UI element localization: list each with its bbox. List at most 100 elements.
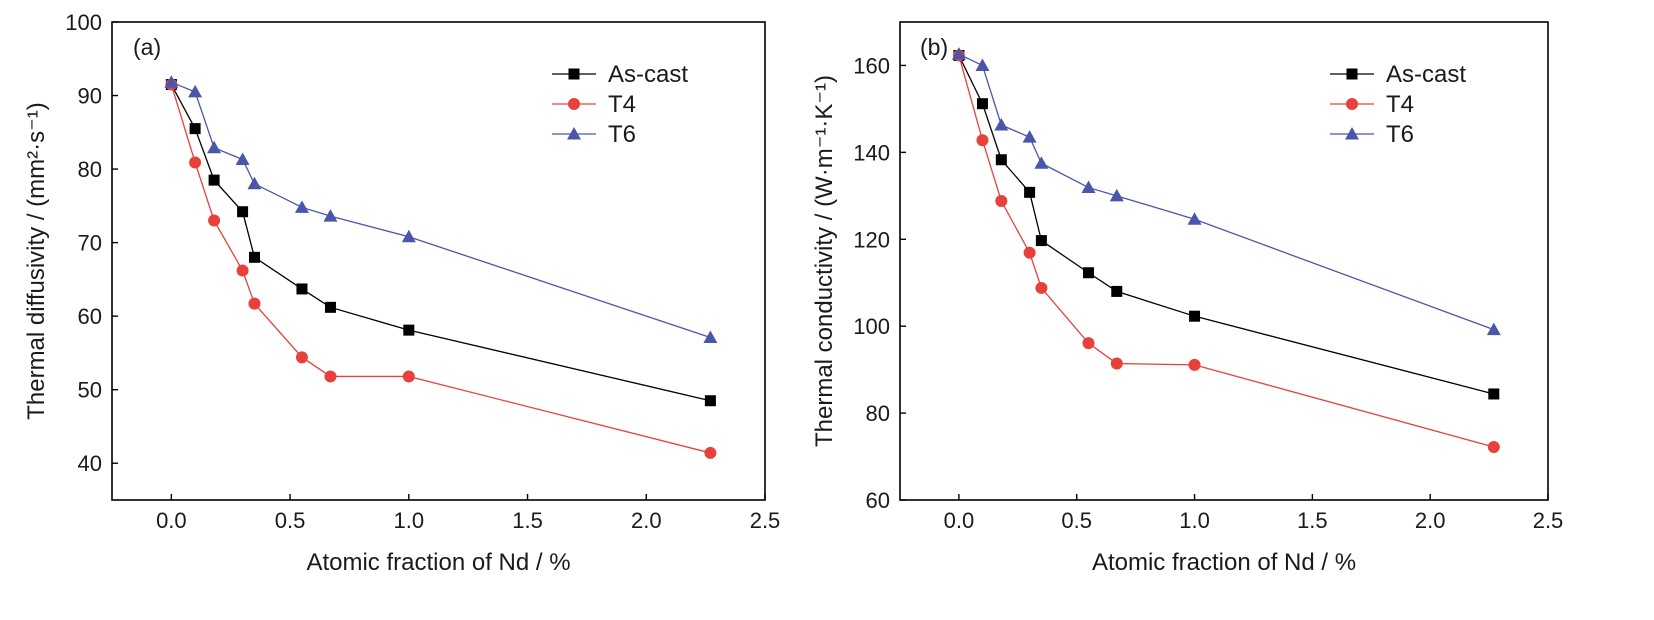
- x-axis-title: Atomic fraction of Nd / %: [306, 549, 570, 576]
- data-point: [1189, 310, 1201, 322]
- legend-entry: T6: [1330, 121, 1414, 148]
- data-point: [1023, 246, 1036, 259]
- x-tick-label: 0.5: [275, 508, 306, 533]
- data-point: [1109, 188, 1124, 202]
- data-point: [236, 264, 249, 277]
- x-tick-label: 0.5: [1061, 508, 1092, 533]
- x-tick-label: 2.5: [1533, 508, 1564, 533]
- x-tick-label: 0.0: [944, 508, 975, 533]
- legend-label: T4: [1386, 91, 1414, 118]
- panel-b-conductivity: 0.0 0.5 1.0 1.5 2.0 2.5 60 80 100 120 140 160 Atomic…: [811, 21, 1564, 576]
- y-tick-label: 90: [78, 84, 102, 109]
- legend-label: As-cast: [608, 61, 688, 88]
- data-point: [207, 140, 222, 154]
- legend-marker: [1345, 127, 1359, 140]
- legend-marker: [567, 127, 581, 140]
- y-tick-label: 80: [78, 157, 102, 182]
- legend-entry: As-cast: [1330, 61, 1466, 88]
- series-t4: [952, 49, 1500, 453]
- y-tick-label: 100: [853, 314, 890, 339]
- plot-frame: [899, 21, 1549, 501]
- data-point: [951, 47, 966, 60]
- data-point: [1487, 440, 1500, 453]
- x-tick-label: 1.5: [512, 508, 543, 533]
- series-t6: [951, 47, 1501, 336]
- y-tick-label: 60: [78, 304, 102, 329]
- data-point: [1024, 186, 1036, 198]
- legend-entry: T6: [552, 121, 636, 148]
- x-tick-label: 2.0: [1415, 508, 1446, 533]
- legend-label: T6: [1386, 121, 1414, 148]
- legend-marker: [568, 98, 580, 110]
- data-point: [248, 297, 261, 310]
- series-as-cast: [953, 49, 1500, 400]
- data-point: [401, 229, 416, 243]
- data-point: [704, 395, 716, 407]
- y-tick-label: 40: [78, 451, 102, 476]
- y-tick-label: 70: [78, 231, 102, 256]
- series-t6: [164, 75, 718, 343]
- data-point: [1111, 285, 1123, 297]
- data-point: [703, 330, 718, 343]
- x-tick-label: 0.0: [156, 508, 187, 533]
- y-tick-label: 120: [853, 227, 890, 252]
- x-tick-label: 1.0: [1179, 508, 1210, 533]
- data-point: [995, 154, 1007, 166]
- x-tick-label: 2.5: [750, 508, 781, 533]
- data-point: [1082, 337, 1095, 350]
- data-point: [975, 58, 990, 71]
- data-point: [248, 251, 260, 263]
- data-point: [1035, 281, 1048, 294]
- data-point: [324, 301, 336, 313]
- legend-label: T4: [608, 91, 636, 118]
- y-axis-title: Thermal diffusivity / (mm²·s⁻¹): [23, 102, 50, 420]
- legend-marker: [1346, 68, 1358, 80]
- data-point: [323, 209, 338, 222]
- data-point: [976, 134, 989, 147]
- x-tick-label: 1.0: [394, 508, 425, 533]
- data-point: [403, 324, 415, 336]
- data-point: [188, 84, 203, 98]
- data-point: [704, 446, 717, 459]
- data-point: [1034, 156, 1049, 169]
- data-point: [1083, 267, 1095, 279]
- y-axis-title: Thermal conductivity / (W·m⁻¹·K⁻¹): [811, 75, 838, 447]
- x-tick-label: 2.0: [631, 508, 662, 533]
- y-tick-label: 140: [853, 140, 890, 165]
- data-point: [247, 176, 262, 190]
- y-tick-label: 160: [853, 53, 890, 78]
- y-tick-label: 100: [65, 10, 102, 35]
- data-point: [235, 152, 250, 166]
- legend-marker: [1346, 98, 1358, 110]
- data-point: [995, 195, 1008, 208]
- data-point: [324, 370, 337, 383]
- legend-entry: As-cast: [552, 61, 688, 88]
- data-point: [295, 351, 308, 364]
- y-tick-label: 80: [866, 401, 890, 426]
- data-point: [164, 75, 179, 88]
- x-tick-label: 1.5: [1297, 508, 1328, 533]
- panel-label: (b): [920, 34, 948, 60]
- data-point: [1486, 322, 1501, 336]
- data-point: [294, 200, 309, 213]
- series-as-cast: [165, 79, 716, 407]
- panel-a-diffusivity: 0.0 0.5 1.0 1.5 2.0 2.5 40 50 60 70 80 90 100 Atomic …: [23, 10, 780, 576]
- data-point: [208, 214, 221, 227]
- data-point: [237, 206, 249, 218]
- data-point: [1035, 235, 1047, 247]
- x-axis-title: Atomic fraction of Nd / %: [1092, 549, 1356, 576]
- panel-label: (a): [133, 34, 161, 60]
- data-point: [1188, 358, 1201, 371]
- data-point: [1022, 130, 1037, 143]
- legend-label: T6: [608, 121, 636, 148]
- y-tick-label: 50: [78, 378, 102, 403]
- data-point: [402, 370, 415, 383]
- legend-entry: T4: [1330, 91, 1414, 118]
- data-point: [1187, 212, 1202, 225]
- y-tick-label: 60: [866, 488, 890, 513]
- data-point: [296, 283, 308, 295]
- data-point: [994, 117, 1009, 131]
- data-point: [1081, 180, 1096, 194]
- legend-marker: [568, 68, 580, 80]
